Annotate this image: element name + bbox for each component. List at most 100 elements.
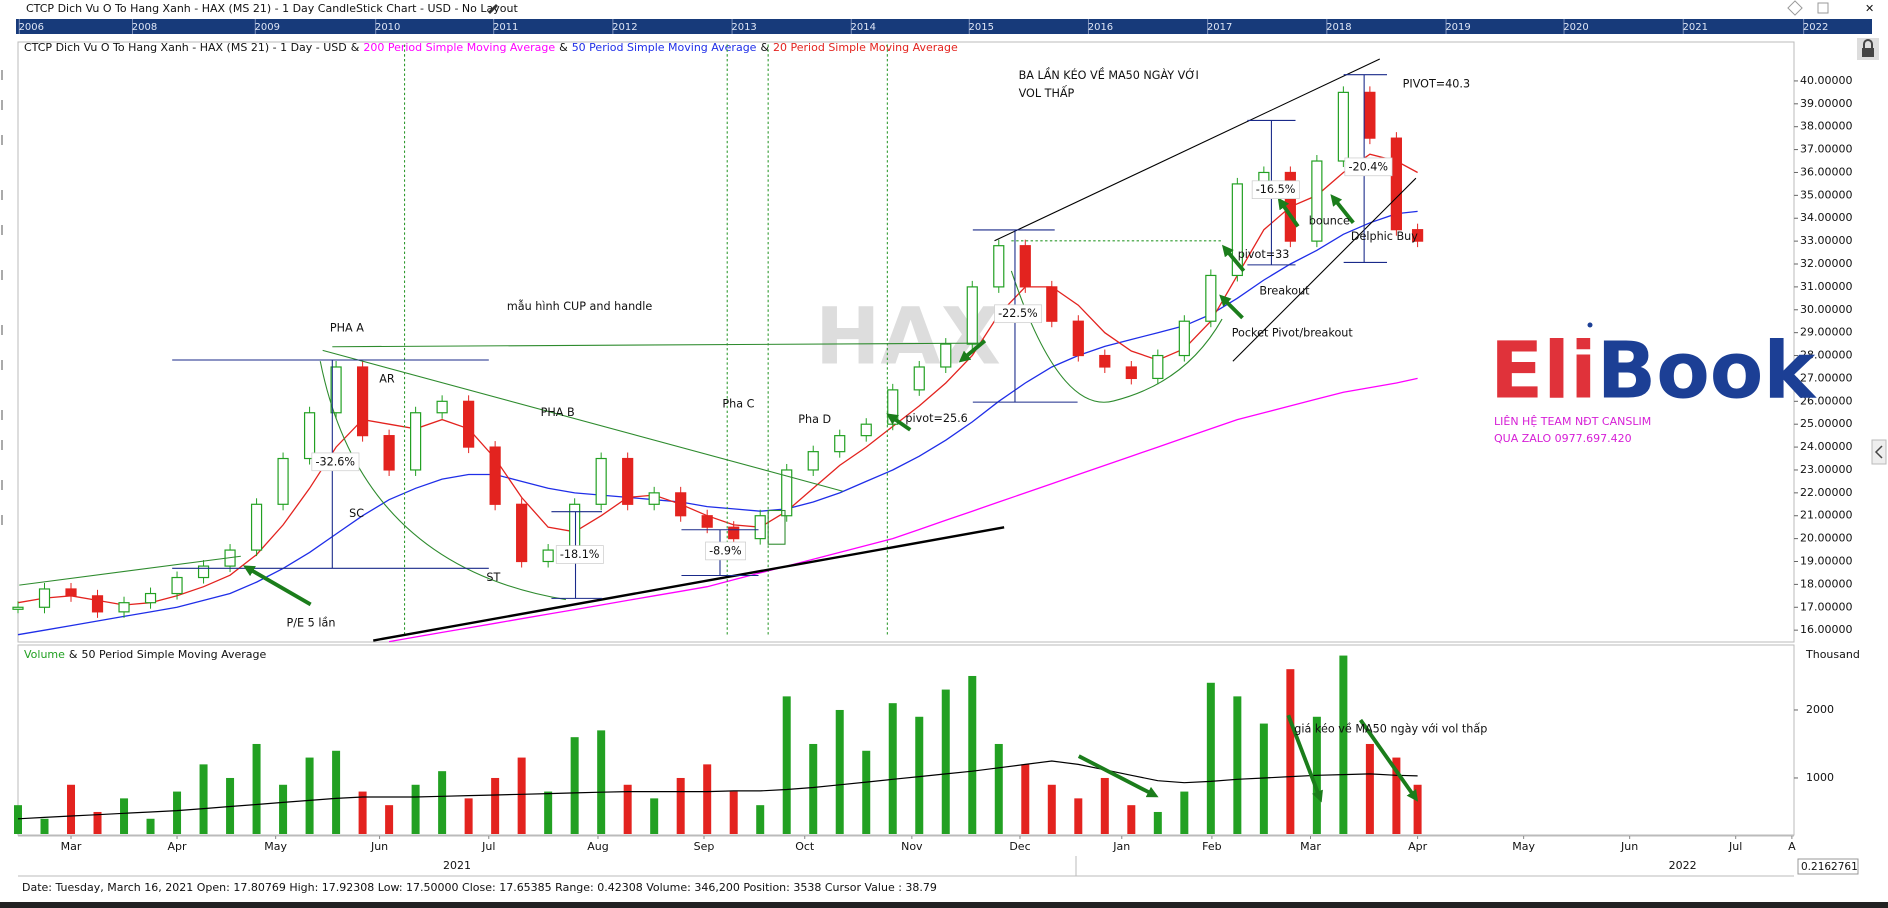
annotation-box	[705, 541, 746, 561]
candle	[834, 435, 846, 453]
x-tick-label: May	[1512, 840, 1535, 853]
candle	[1390, 137, 1402, 231]
candle	[781, 469, 793, 517]
volume-bar	[650, 798, 659, 834]
legend-entry: &	[351, 41, 360, 54]
candle	[1099, 354, 1111, 368]
annotation: Pha C	[722, 398, 754, 411]
window-icon[interactable]	[1817, 2, 1829, 14]
legend-entry: &	[69, 648, 78, 661]
overview-year: 2015	[969, 22, 994, 33]
candle	[1205, 274, 1217, 322]
annotation: Breakout	[1259, 284, 1310, 297]
x-tick-label: Feb	[1202, 840, 1221, 853]
annotation: -16.5%	[1256, 183, 1296, 196]
annotation: -22.5%	[998, 307, 1038, 320]
volume-bar	[438, 771, 447, 834]
price-pane	[17, 41, 1795, 643]
volume-bar	[120, 798, 129, 834]
candle	[966, 286, 978, 345]
volume-average-line	[17, 760, 1418, 820]
cursor-readout-box	[1797, 858, 1859, 875]
volume-bar	[1259, 723, 1268, 834]
volume-bar	[1339, 655, 1348, 834]
annotation: ST	[486, 571, 500, 584]
volume-bar	[782, 696, 791, 834]
volume-bar	[809, 743, 818, 834]
candle	[65, 588, 77, 597]
candle	[595, 457, 607, 505]
diamond-icon[interactable]	[1787, 0, 1803, 16]
volume-bar	[93, 811, 102, 834]
overview-year: 2011	[493, 22, 518, 33]
overview-year: 2022	[1803, 22, 1828, 33]
y-tick-label: 28.00000	[1800, 349, 1853, 362]
annotation: VOL THẤP	[1019, 86, 1075, 100]
legend-entry: 20 Period Simple Moving Average	[773, 41, 958, 54]
close-icon[interactable]: ✕	[1865, 2, 1874, 15]
y-tick-label: 26.00000	[1800, 394, 1853, 407]
channel-lines	[994, 58, 1417, 362]
x-tick-label: Sep	[694, 840, 715, 853]
lock-icon[interactable]	[1857, 38, 1879, 60]
y-tick-label: 40.00000	[1800, 74, 1853, 87]
candle	[1364, 91, 1376, 139]
cursor-readout: 0.2162761	[1801, 861, 1858, 873]
candle	[38, 588, 51, 608]
volume-bar	[623, 784, 632, 834]
y-tick-label: 1000	[1806, 771, 1834, 784]
annotation-box	[1251, 180, 1300, 200]
legend-entry: &	[760, 41, 769, 54]
overview-year: 2019	[1445, 22, 1470, 33]
candle	[1337, 91, 1349, 162]
volume-bar	[358, 791, 367, 834]
annotation: Delphic Buy	[1351, 230, 1418, 243]
overview-year: 2010	[375, 22, 400, 33]
x-tick-label: May	[264, 840, 287, 853]
candle	[993, 245, 1005, 288]
overview-year: 2006	[19, 22, 44, 33]
x-tick-label: Nov	[901, 840, 923, 853]
volume-bar	[67, 784, 76, 834]
overview-year: 2016	[1088, 22, 1113, 33]
volume-bar	[1021, 764, 1030, 834]
year-label: 2022	[1669, 859, 1697, 872]
volume-bar	[1233, 696, 1242, 834]
volume-bar	[915, 716, 924, 834]
annotation-box	[1344, 157, 1393, 177]
candle	[144, 592, 157, 604]
volume-bar	[1365, 743, 1374, 834]
annotation-box	[311, 452, 360, 472]
x-tick-label: Mar	[61, 840, 82, 853]
edit-icon[interactable]	[488, 4, 498, 14]
collapse-icon[interactable]	[1871, 439, 1887, 465]
y-tick-label: 24.00000	[1800, 440, 1853, 453]
drawing-layer: PHA A AR SC ST PHA B Pha C Pha D mẫu hình CUP a…	[19, 44, 1487, 803]
annotation: bounce	[1309, 215, 1350, 228]
annotation: AR	[379, 372, 395, 385]
x-tick-label: Jan	[1112, 840, 1130, 853]
status-bar: Date: Tuesday, March 16, 2021 Open: 17.8…	[22, 881, 937, 894]
overview-strip[interactable]	[16, 19, 1872, 34]
candle	[1125, 366, 1137, 380]
y-tick-label: 30.00000	[1800, 303, 1853, 316]
candle	[701, 515, 713, 528]
candle	[1178, 320, 1190, 357]
overview-year: 2021	[1683, 22, 1708, 33]
annotation: P/E 5 lần	[287, 617, 336, 630]
annotation: PHA A	[330, 322, 364, 335]
candle	[383, 435, 395, 471]
annotation: -8.9%	[709, 544, 742, 557]
volume-bar	[1153, 811, 1162, 834]
x-tick-label: Jun	[370, 840, 388, 853]
volume-bar	[544, 791, 553, 834]
candle	[330, 366, 342, 414]
y-tick-label: 16.00000	[1800, 623, 1853, 636]
volume-bar	[1413, 784, 1422, 834]
pattern-lines	[19, 270, 1223, 601]
volume-bar	[279, 784, 288, 834]
volume-bar	[703, 764, 712, 834]
annotation: PIVOT=40.3	[1403, 77, 1470, 90]
overview-year: 2020	[1563, 22, 1588, 33]
annotation: -32.6%	[315, 455, 355, 468]
